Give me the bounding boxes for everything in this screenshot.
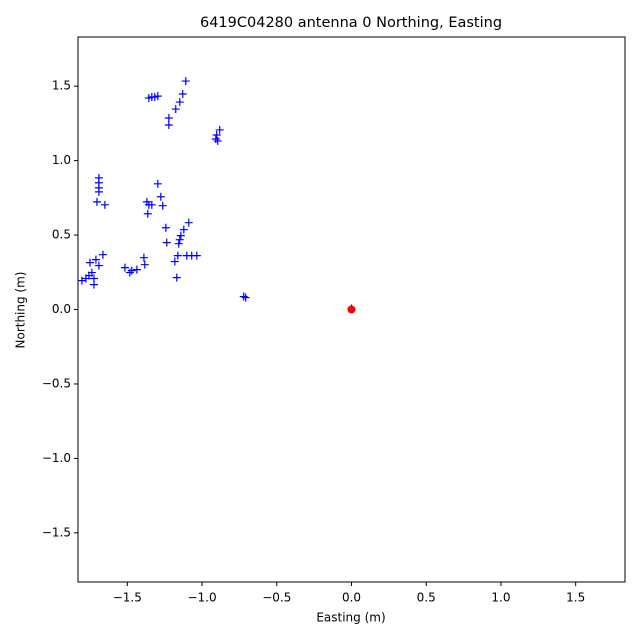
data-point xyxy=(164,114,173,123)
x-axis-label: Easting (m) xyxy=(316,611,385,625)
x-tick-label: 0.0 xyxy=(342,591,361,605)
data-point xyxy=(125,268,134,277)
data-point xyxy=(347,305,356,314)
data-point xyxy=(77,276,86,285)
x-tick-label: −0.5 xyxy=(262,591,291,605)
data-point xyxy=(81,274,90,283)
data-point xyxy=(179,225,188,234)
chart-title: 6419C04280 antenna 0 Northing, Easting xyxy=(200,15,502,31)
x-tick-label: −1.0 xyxy=(187,591,216,605)
data-point xyxy=(184,218,193,227)
data-point xyxy=(100,200,109,209)
data-point xyxy=(211,135,220,144)
x-tick-label: 1.5 xyxy=(566,591,585,605)
y-tick-label: 1.5 xyxy=(52,79,71,93)
data-point xyxy=(176,231,185,240)
x-tick-label: 0.5 xyxy=(417,591,436,605)
data-point xyxy=(94,187,103,196)
data-point xyxy=(94,261,103,270)
y-tick-label: 0.5 xyxy=(52,228,71,242)
data-point xyxy=(162,238,171,247)
data-point xyxy=(174,239,183,248)
data-point xyxy=(132,265,141,274)
data-point xyxy=(171,105,180,114)
data-point xyxy=(192,251,201,260)
data-point xyxy=(153,92,162,101)
data-point xyxy=(212,130,221,139)
plot-frame xyxy=(77,36,626,583)
data-point xyxy=(241,293,250,302)
data-point xyxy=(215,125,224,134)
data-point xyxy=(147,200,156,209)
data-point xyxy=(213,136,222,145)
data-point xyxy=(120,263,129,272)
data-point xyxy=(140,260,149,269)
y-tick-label: −0.5 xyxy=(42,376,71,390)
y-tick-label: −1.5 xyxy=(42,525,71,539)
data-point xyxy=(178,90,187,99)
data-point xyxy=(98,250,107,259)
y-axis-label: Northing (m) xyxy=(14,272,28,349)
data-point xyxy=(170,257,179,266)
data-point xyxy=(164,121,173,130)
data-point xyxy=(181,77,190,86)
y-tick-label: −1.0 xyxy=(42,451,71,465)
data-point xyxy=(156,192,165,201)
x-tick-label: 1.0 xyxy=(491,591,510,605)
data-point xyxy=(173,251,182,260)
data-point xyxy=(143,209,152,218)
y-tick-label: 1.0 xyxy=(52,153,71,167)
data-point xyxy=(161,223,170,232)
data-point xyxy=(127,266,136,275)
data-point xyxy=(239,292,248,301)
data-point xyxy=(175,235,184,244)
x-tick-label: −1.5 xyxy=(113,591,142,605)
data-point xyxy=(91,255,100,264)
y-tick-label: 0.0 xyxy=(52,302,71,316)
data-point xyxy=(85,258,94,267)
data-point xyxy=(172,273,181,282)
data-point xyxy=(158,201,167,210)
data-point xyxy=(89,280,98,289)
data-point xyxy=(175,98,184,107)
data-point xyxy=(153,179,162,188)
data-point xyxy=(92,197,101,206)
data-point xyxy=(139,253,148,262)
